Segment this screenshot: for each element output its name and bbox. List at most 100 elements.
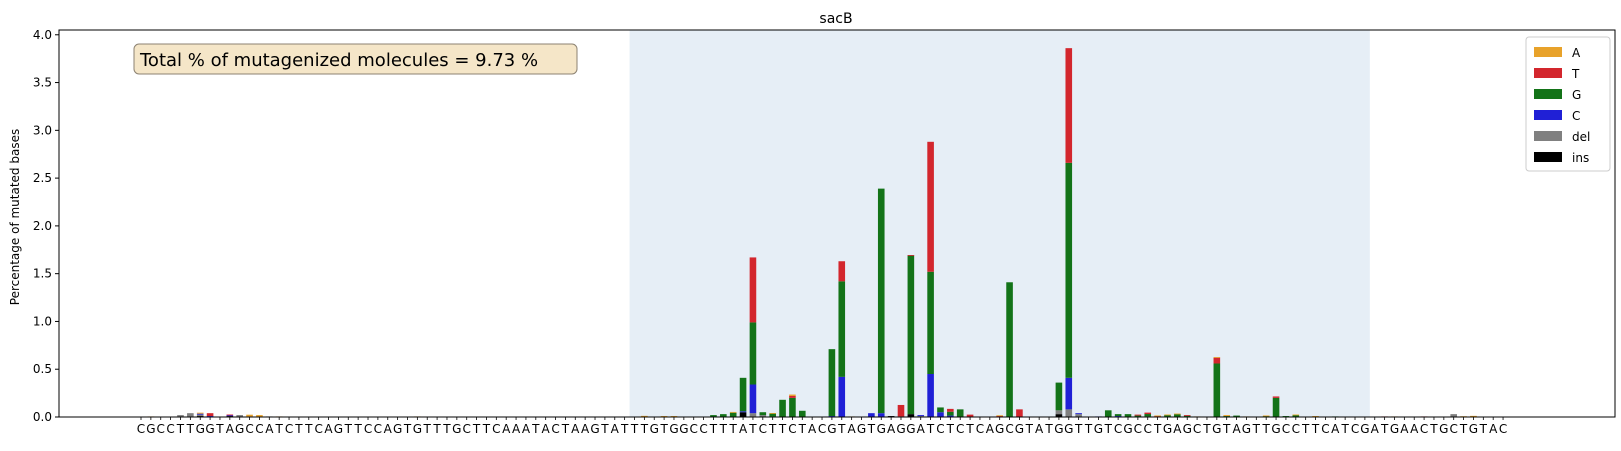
- legend-frame: [1525, 36, 1611, 172]
- x-tick-label: A: [571, 422, 580, 436]
- x-tick-label: G: [590, 422, 599, 436]
- x-tick-label: T: [294, 422, 303, 436]
- x-tick-label: G: [1212, 422, 1221, 436]
- bar-G-101: [1134, 415, 1142, 417]
- legend-swatch-T: [1534, 68, 1562, 78]
- legend-label-C: C: [1572, 109, 1580, 123]
- x-tick-label: G: [1094, 422, 1103, 436]
- x-tick-label: T: [1262, 422, 1271, 436]
- x-tick-label: A: [384, 422, 393, 436]
- x-tick-label: C: [137, 422, 145, 436]
- bar-A-105: [1174, 413, 1181, 415]
- legend-label-G: G: [1572, 88, 1581, 102]
- x-tick-label: T: [1084, 422, 1093, 436]
- bar-G-63: [759, 412, 767, 416]
- x-tick-label: G: [146, 422, 155, 436]
- x-tick-label: C: [492, 422, 500, 436]
- x-tick-label: C: [463, 422, 471, 436]
- bar-G-104: [1164, 415, 1171, 417]
- bar-T-94: [1065, 48, 1073, 163]
- x-tick-label: T: [798, 422, 807, 436]
- bar-G-67: [798, 410, 806, 417]
- x-tick-label: T: [561, 422, 570, 436]
- axes-frame: [58, 29, 1616, 418]
- bar-T-102: [1144, 412, 1152, 415]
- x-tick-label: T: [423, 422, 432, 436]
- bar-G-64: [769, 413, 776, 417]
- bar-G-80: [927, 271, 934, 374]
- x-tick-label: G: [205, 422, 214, 436]
- x-tick-label: T: [344, 422, 353, 436]
- bar-del-133: [1450, 414, 1458, 417]
- x-tick-label: A: [512, 422, 521, 436]
- x-tick-label: T: [768, 422, 777, 436]
- x-tick-label: A: [522, 422, 531, 436]
- x-tick-label: T: [729, 422, 738, 436]
- bar-T-84: [966, 414, 974, 417]
- y-tick-label: 2.5: [33, 171, 52, 185]
- bar-G-58: [710, 415, 717, 417]
- bar-A-60: [729, 411, 737, 413]
- bar-G-78: [907, 255, 915, 415]
- x-tick-label: T: [926, 422, 935, 436]
- x-tick-label: G: [1390, 422, 1399, 436]
- x-tick-label: A: [226, 422, 235, 436]
- x-tick-label: T: [275, 422, 284, 436]
- bar-T-66: [789, 395, 796, 398]
- bar-A-66: [789, 394, 796, 396]
- bar-del-5: [187, 413, 194, 417]
- bar-A-135: [1470, 415, 1477, 417]
- bar-T-82: [947, 408, 954, 412]
- x-tick-label: C: [1321, 422, 1329, 436]
- x-tick-label: G: [1242, 422, 1251, 436]
- x-tick-label: A: [1400, 422, 1409, 436]
- x-tick-label: T: [709, 422, 718, 436]
- bar-C-80: [927, 374, 934, 417]
- x-tick-label: T: [630, 422, 639, 436]
- x-tick-label: T: [600, 422, 609, 436]
- bar-C-74: [868, 413, 875, 417]
- x-tick-label: T: [1074, 422, 1083, 436]
- chart-title: sacB: [819, 11, 852, 27]
- x-tick-label: A: [611, 422, 620, 436]
- y-tick-label: 1.5: [33, 267, 52, 281]
- bar-C-82: [947, 415, 954, 417]
- bar-G-61: [739, 377, 747, 412]
- x-tick-label: C: [1134, 422, 1142, 436]
- x-tick-label: G: [896, 422, 905, 436]
- bar-A-6: [196, 412, 204, 414]
- bar-T-9: [226, 414, 234, 416]
- bar-T-115: [1272, 396, 1280, 398]
- x-tick-label: C: [699, 422, 707, 436]
- x-tick-label: T: [353, 422, 362, 436]
- x-tick-label: A: [265, 422, 274, 436]
- x-tick-label: T: [946, 422, 955, 436]
- x-tick-label: C: [976, 422, 984, 436]
- x-tick-label: T: [1252, 422, 1261, 436]
- x-tick-label: C: [759, 422, 767, 436]
- x-tick-label: T: [1311, 422, 1320, 436]
- annotation-text: Total % of mutagenized molecules = 9.73 …: [139, 50, 538, 71]
- x-tick-label: A: [542, 422, 551, 436]
- y-tick-label: 0.0: [33, 410, 52, 424]
- bar-G-88: [1006, 282, 1013, 417]
- bar-G-98: [1104, 410, 1112, 417]
- x-tick-label: T: [1104, 422, 1113, 436]
- x-tick-label: T: [1301, 422, 1310, 436]
- x-tick-label: C: [818, 422, 826, 436]
- x-tick-label: C: [364, 422, 372, 436]
- bar-del-93: [1055, 410, 1063, 415]
- x-tick-label: A: [1489, 422, 1498, 436]
- bar-G-102: [1144, 414, 1152, 417]
- x-tick-label: T: [482, 422, 491, 436]
- x-tick-label: T: [965, 422, 974, 436]
- y-tick-label: 1.0: [33, 314, 52, 328]
- x-tick-label: C: [551, 422, 559, 436]
- x-tick-label: C: [245, 422, 253, 436]
- bar-del-62: [749, 413, 757, 417]
- x-tick-label: C: [1351, 422, 1359, 436]
- x-tick-label: T: [1380, 422, 1389, 436]
- bar-G-100: [1124, 414, 1132, 417]
